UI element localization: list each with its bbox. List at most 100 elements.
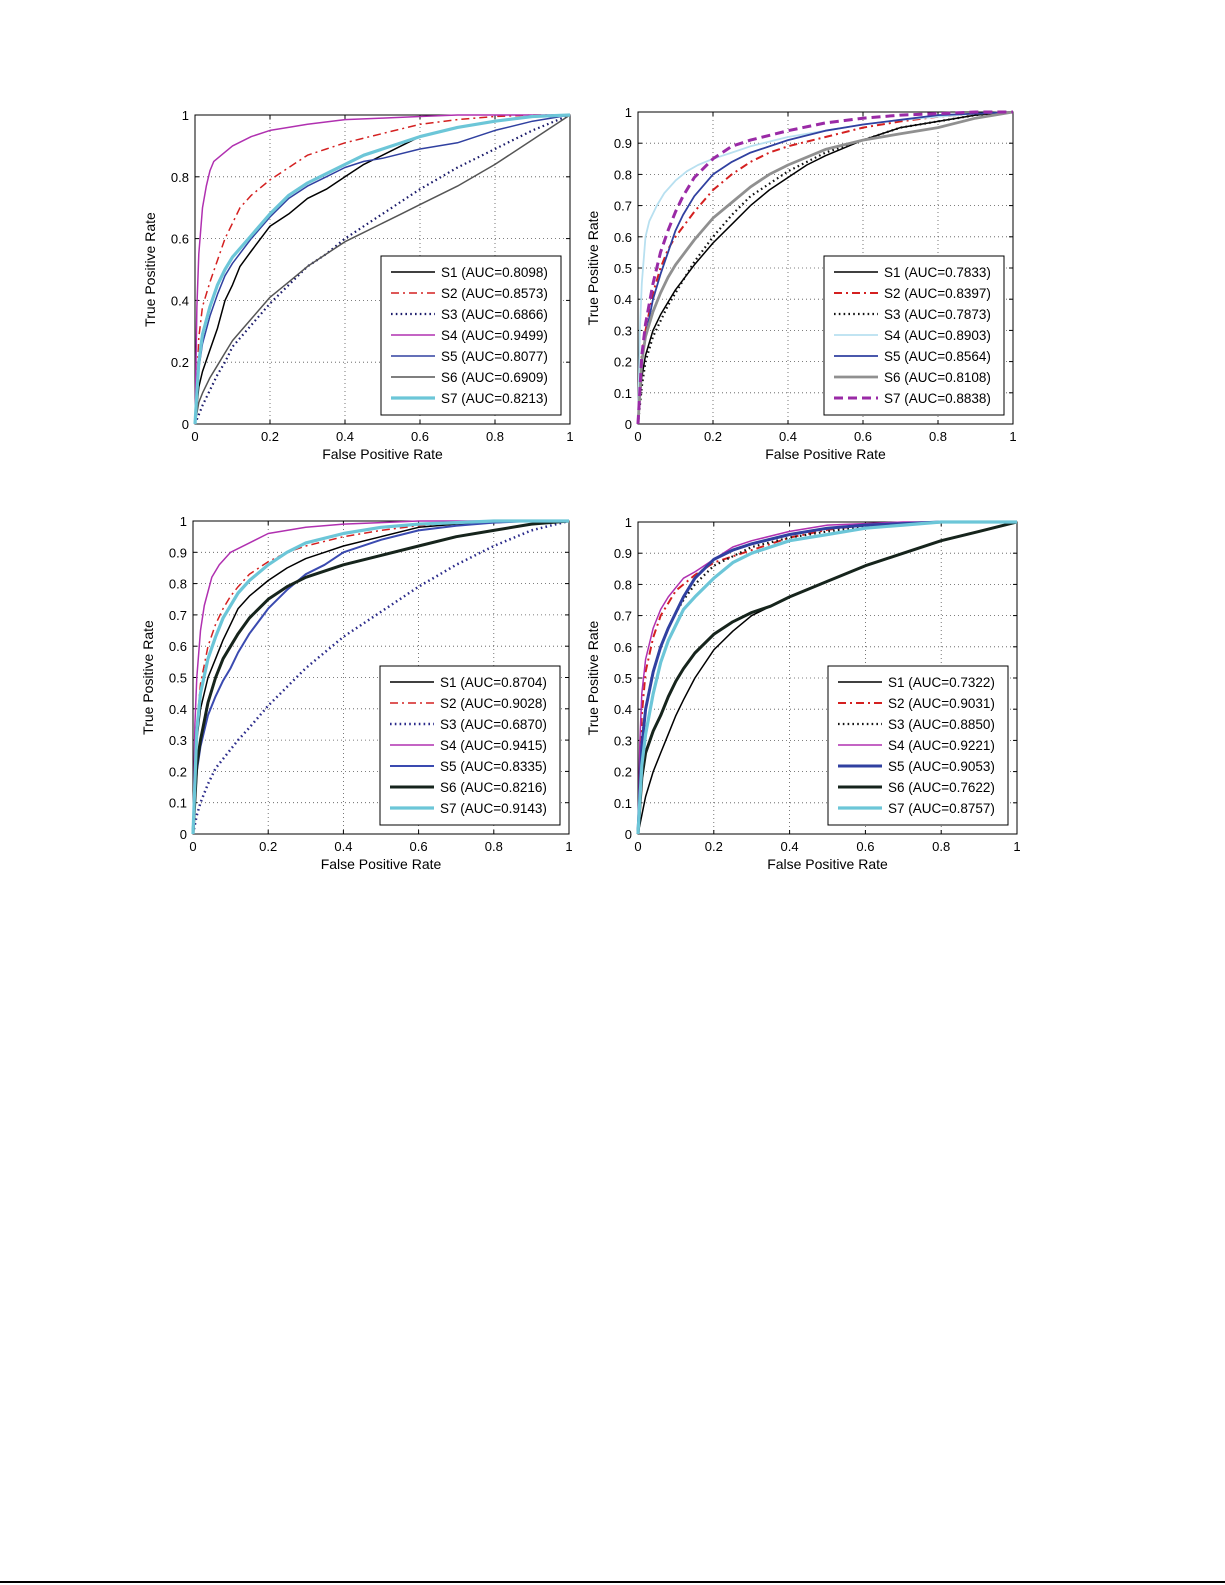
y-tick-label: 0.3 bbox=[169, 733, 187, 748]
legend-label-s7: S7 (AUC=0.8757) bbox=[888, 801, 995, 816]
roc-panel-2: 0 0.2 0.4 0.6 0.8 1 0 0.1 0.2 0.3 0.4 0.5 0.6 0.7 0.8 0… bbox=[585, 105, 1017, 462]
y-tick-label: 1 bbox=[182, 108, 189, 123]
legend: S1 (AUC=0.7833) S2 (AUC=0.8397) S3 (AUC=0.… bbox=[823, 255, 1005, 416]
y-tick-label: 0.4 bbox=[614, 292, 632, 307]
y-axis-label: True Positive Rate bbox=[585, 210, 601, 325]
legend-label-s4: S4 (AUC=0.9221) bbox=[888, 738, 995, 753]
legend-label-s5: S5 (AUC=0.8564) bbox=[884, 349, 991, 364]
legend-label-s2: S2 (AUC=0.9031) bbox=[888, 696, 995, 711]
y-tick-label: 0.6 bbox=[169, 639, 187, 654]
legend-label-s7: S7 (AUC=0.8213) bbox=[441, 391, 548, 406]
y-tick-label: 0.4 bbox=[171, 293, 189, 308]
y-tick-label: 0.7 bbox=[169, 608, 187, 623]
y-tick-label: 0.6 bbox=[171, 232, 189, 247]
x-axis-label: False Positive Rate bbox=[322, 446, 443, 462]
y-tick-label: 1 bbox=[180, 514, 187, 529]
legend-label-s6: S6 (AUC=0.7622) bbox=[888, 780, 995, 795]
legend-label-s6: S6 (AUC=0.8108) bbox=[884, 370, 991, 385]
legend-label-s4: S4 (AUC=0.9415) bbox=[440, 738, 547, 753]
legend-label-s5: S5 (AUC=0.8077) bbox=[441, 349, 548, 364]
y-tick-label: 0.4 bbox=[614, 702, 632, 717]
x-tick-label: 0.2 bbox=[705, 839, 723, 854]
y-tick-label: 0 bbox=[180, 827, 187, 842]
x-axis-label: False Positive Rate bbox=[765, 446, 886, 462]
legend-label-s4: S4 (AUC=0.8903) bbox=[884, 328, 991, 343]
series-line-s7 bbox=[636, 520, 1017, 835]
series-line-s7 bbox=[191, 519, 569, 835]
legend-label-s4: S4 (AUC=0.9499) bbox=[441, 328, 548, 343]
x-axis-label: False Positive Rate bbox=[321, 856, 442, 872]
legend-label-s5: S5 (AUC=0.8335) bbox=[440, 759, 547, 774]
legend-label-s2: S2 (AUC=0.8397) bbox=[884, 286, 991, 301]
x-tick-label: 0.6 bbox=[410, 839, 428, 854]
y-tick-label: 0.9 bbox=[169, 545, 187, 560]
x-tick-label: 0.2 bbox=[261, 429, 279, 444]
y-tick-label: 0.1 bbox=[614, 796, 632, 811]
y-tick-label: 0.2 bbox=[614, 765, 632, 780]
series-line-s3 bbox=[191, 519, 570, 835]
y-tick-label: 0.6 bbox=[614, 230, 632, 245]
legend-label-s7: S7 (AUC=0.9143) bbox=[440, 801, 547, 816]
series-line-s2 bbox=[194, 114, 570, 425]
y-tick-label: 0.2 bbox=[171, 355, 189, 370]
series-line-s7 bbox=[193, 113, 571, 425]
x-tick-label: 0.4 bbox=[779, 429, 797, 444]
y-tick-label: 0.8 bbox=[169, 577, 187, 592]
series-line-s6 bbox=[194, 114, 571, 425]
y-tick-label: 0.7 bbox=[614, 609, 632, 624]
x-tick-label: 1 bbox=[565, 839, 572, 854]
series-line-s6 bbox=[191, 519, 570, 835]
y-tick-label: 0 bbox=[625, 417, 632, 432]
y-tick-label: 0.5 bbox=[614, 261, 632, 276]
legend-label-s1: S1 (AUC=0.7833) bbox=[884, 265, 991, 280]
y-tick-label: 0.8 bbox=[171, 170, 189, 185]
series-line-s2 bbox=[637, 111, 1014, 425]
series-line-s4 bbox=[192, 520, 569, 835]
x-tick-label: 0.6 bbox=[854, 429, 872, 444]
x-tick-label: 0 bbox=[634, 429, 641, 444]
x-tick-label: 0.8 bbox=[486, 429, 504, 444]
y-tick-label: 0.3 bbox=[614, 733, 632, 748]
legend-label-s3: S3 (AUC=0.6870) bbox=[440, 717, 547, 732]
y-axis-label: True Positive Rate bbox=[585, 620, 601, 735]
y-tick-label: 0 bbox=[625, 827, 632, 842]
y-tick-label: 0.3 bbox=[614, 323, 632, 338]
series-line-s6 bbox=[636, 110, 1014, 425]
y-tick-label: 0.5 bbox=[169, 671, 187, 686]
x-tick-label: 0.6 bbox=[411, 429, 429, 444]
x-tick-label: 0 bbox=[191, 429, 198, 444]
series-line-s4 bbox=[194, 114, 570, 425]
y-tick-label: 0.8 bbox=[614, 577, 632, 592]
x-tick-label: 0.2 bbox=[259, 839, 277, 854]
y-tick-label: 1 bbox=[625, 105, 632, 120]
y-tick-label: 0.2 bbox=[169, 764, 187, 779]
y-tick-label: 0.7 bbox=[614, 199, 632, 214]
x-tick-label: 1 bbox=[566, 429, 573, 444]
y-tick-label: 0.8 bbox=[614, 167, 632, 182]
x-tick-label: 0.2 bbox=[704, 429, 722, 444]
y-axis-label: True Positive Rate bbox=[140, 620, 156, 735]
legend-label-s1: S1 (AUC=0.7322) bbox=[888, 675, 995, 690]
series-line-s5 bbox=[637, 111, 1014, 425]
legend-label-s7: S7 (AUC=0.8838) bbox=[884, 391, 991, 406]
legend-label-s3: S3 (AUC=0.6866) bbox=[441, 307, 548, 322]
x-tick-label: 0.8 bbox=[929, 429, 947, 444]
series-line-s7 bbox=[636, 110, 1013, 425]
legend: S1 (AUC=0.8704) S2 (AUC=0.9028) S3 (AUC=0.… bbox=[379, 665, 561, 826]
legend-label-s6: S6 (AUC=0.8216) bbox=[440, 780, 547, 795]
x-tick-label: 0.8 bbox=[485, 839, 503, 854]
y-tick-label: 0.9 bbox=[614, 136, 632, 151]
x-tick-label: 0 bbox=[189, 839, 196, 854]
y-tick-label: 0.9 bbox=[614, 546, 632, 561]
y-tick-label: 0.5 bbox=[614, 671, 632, 686]
legend-label-s2: S2 (AUC=0.8573) bbox=[441, 286, 548, 301]
legend: S1 (AUC=0.8098) S2 (AUC=0.8573) S3 (AUC=0.… bbox=[380, 255, 562, 416]
series-line-s5 bbox=[194, 114, 571, 425]
y-tick-label: 0.4 bbox=[169, 702, 187, 717]
y-tick-label: 0.6 bbox=[614, 640, 632, 655]
roc-panel-1: 0 0.2 0.4 0.6 0.8 1 0 0.2 0.4 0.6 0.8 1 False Positi… bbox=[142, 108, 574, 462]
legend-label-s2: S2 (AUC=0.9028) bbox=[440, 696, 547, 711]
legend-label-s6: S6 (AUC=0.6909) bbox=[441, 370, 548, 385]
y-tick-label: 0 bbox=[182, 417, 189, 432]
